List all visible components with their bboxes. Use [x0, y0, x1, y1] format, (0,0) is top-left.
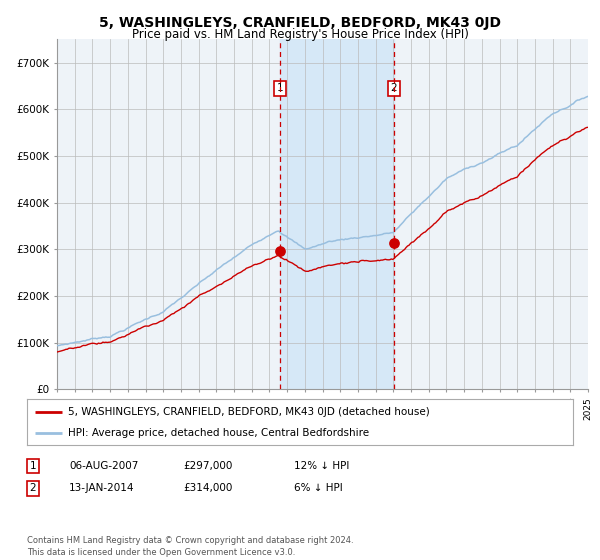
Text: 13-JAN-2014: 13-JAN-2014 — [69, 483, 134, 493]
Text: 12% ↓ HPI: 12% ↓ HPI — [294, 461, 349, 471]
Text: 5, WASHINGLEYS, CRANFIELD, BEDFORD, MK43 0JD (detached house): 5, WASHINGLEYS, CRANFIELD, BEDFORD, MK43… — [68, 407, 430, 417]
Point — [275, 246, 285, 255]
Text: 2: 2 — [391, 83, 397, 93]
Text: 2: 2 — [29, 483, 37, 493]
Text: £314,000: £314,000 — [183, 483, 232, 493]
Bar — [280, 39, 394, 389]
Text: 1: 1 — [277, 83, 283, 93]
Text: 6% ↓ HPI: 6% ↓ HPI — [294, 483, 343, 493]
Text: 5, WASHINGLEYS, CRANFIELD, BEDFORD, MK43 0JD: 5, WASHINGLEYS, CRANFIELD, BEDFORD, MK43… — [99, 16, 501, 30]
Text: £297,000: £297,000 — [183, 461, 232, 471]
Point — [389, 238, 399, 247]
Text: Price paid vs. HM Land Registry's House Price Index (HPI): Price paid vs. HM Land Registry's House … — [131, 28, 469, 41]
Text: 06-AUG-2007: 06-AUG-2007 — [69, 461, 139, 471]
Text: HPI: Average price, detached house, Central Bedfordshire: HPI: Average price, detached house, Cent… — [68, 428, 369, 438]
Text: Contains HM Land Registry data © Crown copyright and database right 2024.
This d: Contains HM Land Registry data © Crown c… — [27, 536, 353, 557]
Text: 1: 1 — [29, 461, 37, 471]
